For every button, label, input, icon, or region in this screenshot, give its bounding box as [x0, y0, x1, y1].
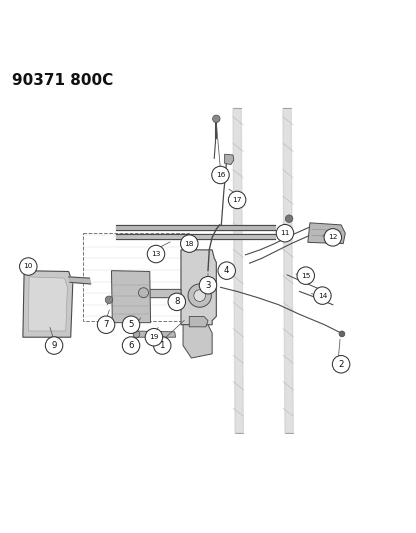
Polygon shape — [116, 225, 275, 230]
Text: 18: 18 — [185, 240, 194, 247]
Polygon shape — [181, 250, 216, 325]
Text: 6: 6 — [128, 341, 134, 350]
Circle shape — [154, 337, 171, 354]
Circle shape — [45, 337, 63, 354]
Polygon shape — [133, 331, 176, 337]
Text: 12: 12 — [328, 235, 337, 240]
Circle shape — [212, 166, 229, 184]
Text: 1: 1 — [159, 341, 165, 350]
Circle shape — [181, 235, 198, 252]
Circle shape — [20, 258, 37, 275]
Circle shape — [105, 296, 113, 303]
Circle shape — [147, 245, 165, 263]
Circle shape — [139, 288, 149, 298]
Text: 90371 800C: 90371 800C — [12, 73, 114, 88]
Circle shape — [25, 266, 32, 273]
Circle shape — [285, 215, 293, 222]
Circle shape — [314, 287, 331, 304]
Circle shape — [228, 191, 246, 209]
Text: 10: 10 — [24, 263, 33, 270]
Text: 11: 11 — [280, 230, 290, 236]
Text: 19: 19 — [149, 334, 158, 340]
Polygon shape — [23, 271, 73, 337]
Polygon shape — [189, 317, 208, 327]
Polygon shape — [183, 325, 212, 358]
Text: 7: 7 — [103, 320, 109, 329]
Text: 13: 13 — [151, 251, 161, 257]
Text: 15: 15 — [301, 273, 310, 279]
Circle shape — [332, 356, 350, 373]
Polygon shape — [116, 234, 275, 239]
Circle shape — [297, 267, 314, 285]
Text: 8: 8 — [174, 297, 180, 306]
Polygon shape — [141, 289, 181, 298]
Polygon shape — [69, 277, 91, 284]
Polygon shape — [233, 108, 243, 433]
Text: 14: 14 — [318, 293, 327, 298]
Polygon shape — [28, 277, 67, 331]
Polygon shape — [283, 108, 293, 433]
Text: 5: 5 — [128, 320, 134, 329]
Circle shape — [97, 316, 115, 334]
Circle shape — [168, 293, 186, 311]
Text: 4: 4 — [224, 266, 230, 275]
Text: 3: 3 — [205, 281, 211, 290]
Circle shape — [276, 224, 294, 242]
Circle shape — [218, 262, 235, 279]
Circle shape — [133, 331, 140, 337]
Text: 16: 16 — [216, 172, 225, 178]
Text: 9: 9 — [52, 341, 57, 350]
Circle shape — [122, 316, 140, 334]
Polygon shape — [225, 154, 234, 165]
Circle shape — [213, 115, 220, 123]
Circle shape — [122, 337, 140, 354]
Circle shape — [194, 290, 206, 302]
Text: 2: 2 — [338, 360, 344, 369]
Polygon shape — [308, 223, 345, 244]
Polygon shape — [111, 271, 151, 322]
Circle shape — [188, 284, 211, 307]
Circle shape — [199, 277, 217, 294]
Circle shape — [339, 331, 345, 337]
Circle shape — [145, 328, 163, 346]
Text: 17: 17 — [233, 197, 242, 203]
Circle shape — [324, 229, 342, 246]
